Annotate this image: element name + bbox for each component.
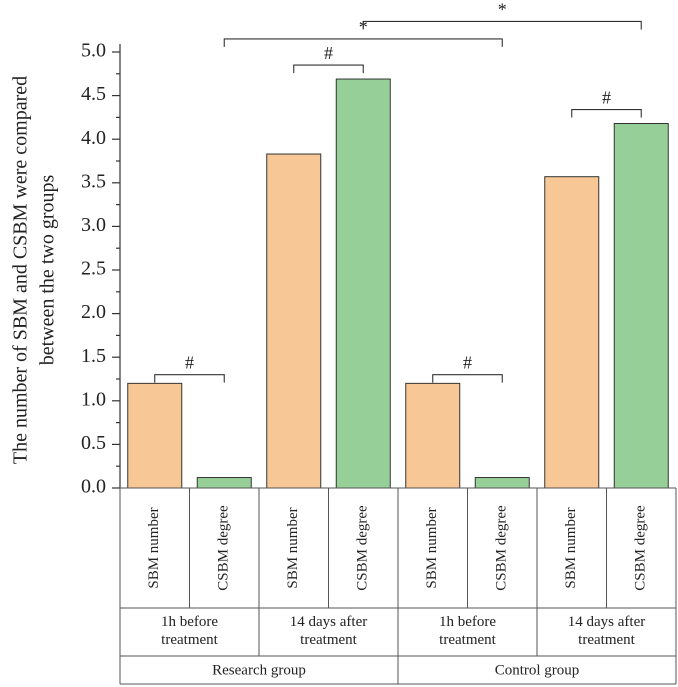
bar-sbm-number: [127, 382, 183, 489]
time-label: treatment: [161, 632, 218, 648]
bar-sbm-number: [544, 176, 600, 489]
category-label: CSBM degree: [216, 505, 232, 591]
time-label: treatment: [300, 632, 357, 648]
category-table: SBM number CSBM degree SBM number CSBM degr…: [119, 487, 677, 685]
group-label: Control group: [495, 662, 580, 678]
significance-marker: #: [602, 88, 611, 108]
time-label: 1h before: [161, 614, 218, 630]
y-tick-label: 2.0: [81, 301, 106, 323]
y-tick-label: 4.0: [81, 127, 106, 149]
time-label: treatment: [439, 632, 496, 648]
time-label: treatment: [578, 632, 635, 648]
group-label: Research group: [212, 662, 306, 678]
y-tick-label: 4.5: [81, 83, 106, 105]
category-label: CSBM degree: [494, 505, 510, 591]
significance-bracket: [571, 109, 642, 118]
y-axis-label-line: The number of SBM and CSBM were compared: [10, 76, 32, 464]
y-axis-label: The number of SBM and CSBM were compared…: [10, 76, 59, 464]
time-label: 1h before: [439, 614, 496, 630]
significance-bracket: [223, 38, 503, 47]
category-label: CSBM degree: [355, 505, 371, 591]
category-label: SBM number: [424, 507, 440, 588]
significance-bracket: [432, 374, 503, 383]
significance-marker: *: [498, 0, 507, 19]
bar-csbm-degree: [196, 477, 252, 489]
y-tick-label: 2.5: [81, 258, 106, 280]
time-label: 14 days after: [290, 614, 367, 630]
significance-marker: #: [324, 43, 333, 63]
category-label: SBM number: [285, 507, 301, 588]
category-label: SBM number: [563, 507, 579, 588]
category-label: SBM number: [146, 507, 162, 588]
bar-csbm-degree: [613, 123, 669, 489]
significance-bracket: [154, 374, 225, 383]
bar-csbm-degree: [335, 78, 391, 489]
significance-brackets: ####**: [154, 0, 642, 383]
y-axis: 0.0 0.5 1.0 1.5 2.0 2.5 3.0 3.5 4.0 4.5 5.0: [81, 40, 121, 498]
y-tick-label: 3.5: [81, 170, 106, 192]
bar-csbm-degree: [474, 477, 530, 489]
y-axis-label-line: between the two groups: [37, 175, 59, 366]
y-tick-label: 5.0: [81, 40, 106, 62]
significance-marker: #: [185, 353, 194, 373]
significance-marker: #: [463, 353, 472, 373]
y-tick-label: 0.5: [81, 432, 106, 454]
bars: [127, 78, 669, 489]
bar-sbm-number: [405, 382, 461, 489]
significance-bracket: [362, 20, 642, 30]
y-tick-label: 1.0: [81, 388, 106, 410]
bar-sbm-number: [266, 153, 322, 489]
time-label: 14 days after: [568, 614, 645, 630]
y-tick-label: 0.0: [81, 476, 106, 498]
y-tick-label: 3.0: [81, 214, 106, 236]
category-label: CSBM degree: [633, 505, 649, 591]
significance-bracket: [293, 64, 364, 74]
y-tick-label: 1.5: [81, 345, 106, 367]
